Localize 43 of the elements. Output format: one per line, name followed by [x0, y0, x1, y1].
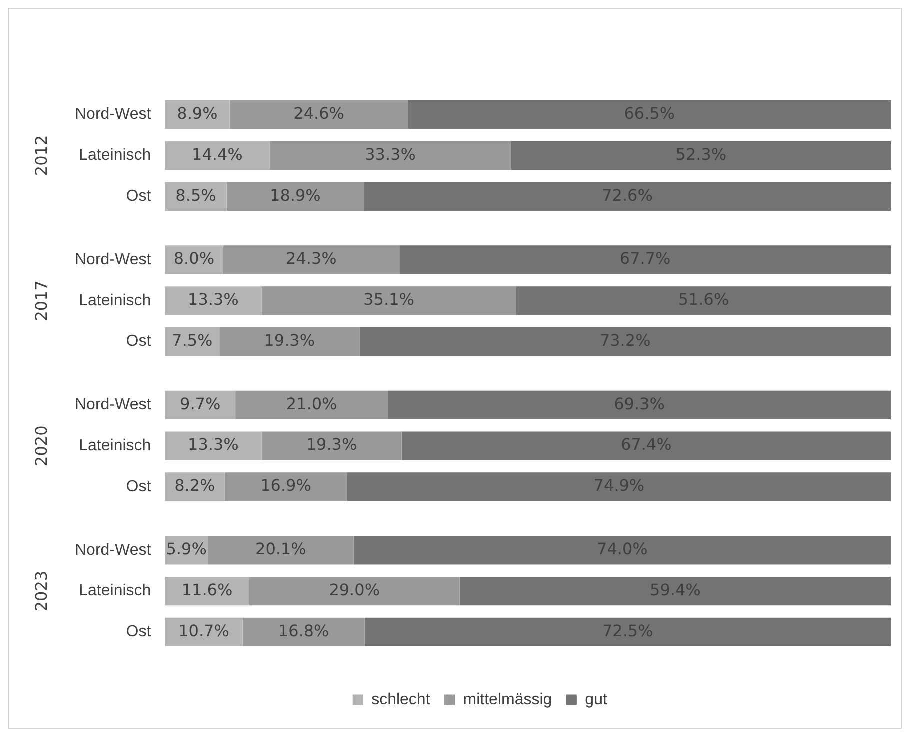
data-label: 8.0%	[174, 249, 215, 268]
data-label: 13.3%	[188, 290, 239, 310]
data-label: 13.3%	[188, 435, 239, 454]
data-label: 8.5%	[176, 186, 216, 205]
data-label: 8.2%	[174, 476, 216, 496]
y-tick-label: Ost	[126, 624, 152, 641]
legend-label: gut	[585, 691, 608, 708]
data-label: 14.4%	[192, 144, 243, 164]
data-label: 29.0%	[329, 580, 380, 600]
data-label: 18.9%	[270, 186, 321, 205]
text: 2020	[32, 426, 52, 466]
y-tick-label: Nord-West	[74, 106, 152, 124]
data-label: 10.7%	[178, 621, 230, 640]
y-tick-label: Lateinisch	[79, 292, 152, 310]
data-label: 5.9%	[166, 540, 207, 559]
data-label: 24.3%	[286, 249, 337, 268]
y-tick-label: Lateinisch	[79, 147, 152, 164]
data-label: 19.3%	[264, 330, 316, 350]
y-tick-label: Nord-West	[74, 251, 152, 268]
y-tick-label: Lateinisch	[79, 438, 152, 454]
data-label: 33.3%	[365, 144, 416, 164]
text: 2023	[32, 570, 52, 612]
data-label: 21.0%	[286, 394, 338, 414]
legend-label: mittelmässig	[463, 691, 552, 708]
data-label: 9.7%	[180, 394, 221, 414]
data-label: 24.6%	[294, 104, 344, 123]
data-label: 7.5%	[172, 330, 213, 350]
data-label: 35.1%	[364, 290, 414, 310]
y-tick-label: Ost	[126, 188, 152, 206]
data-label: 16.8%	[278, 621, 330, 640]
text: 2017	[32, 280, 52, 322]
y-tick-label: Nord-West	[74, 542, 152, 559]
data-label: 11.6%	[182, 580, 233, 600]
data-label: 19.3%	[306, 435, 358, 454]
data-label: 16.9%	[260, 476, 312, 496]
data-label: 8.9%	[177, 104, 218, 123]
text: 2012	[32, 135, 52, 176]
y-tick-label: Nord-West	[74, 396, 152, 414]
y-tick-label: Ost	[126, 333, 152, 350]
y-tick-label: Lateinisch	[79, 582, 152, 600]
data-label: 20.1%	[256, 540, 306, 559]
legend-label: schlecht	[372, 691, 431, 708]
y-tick-label: Ost	[126, 478, 152, 496]
